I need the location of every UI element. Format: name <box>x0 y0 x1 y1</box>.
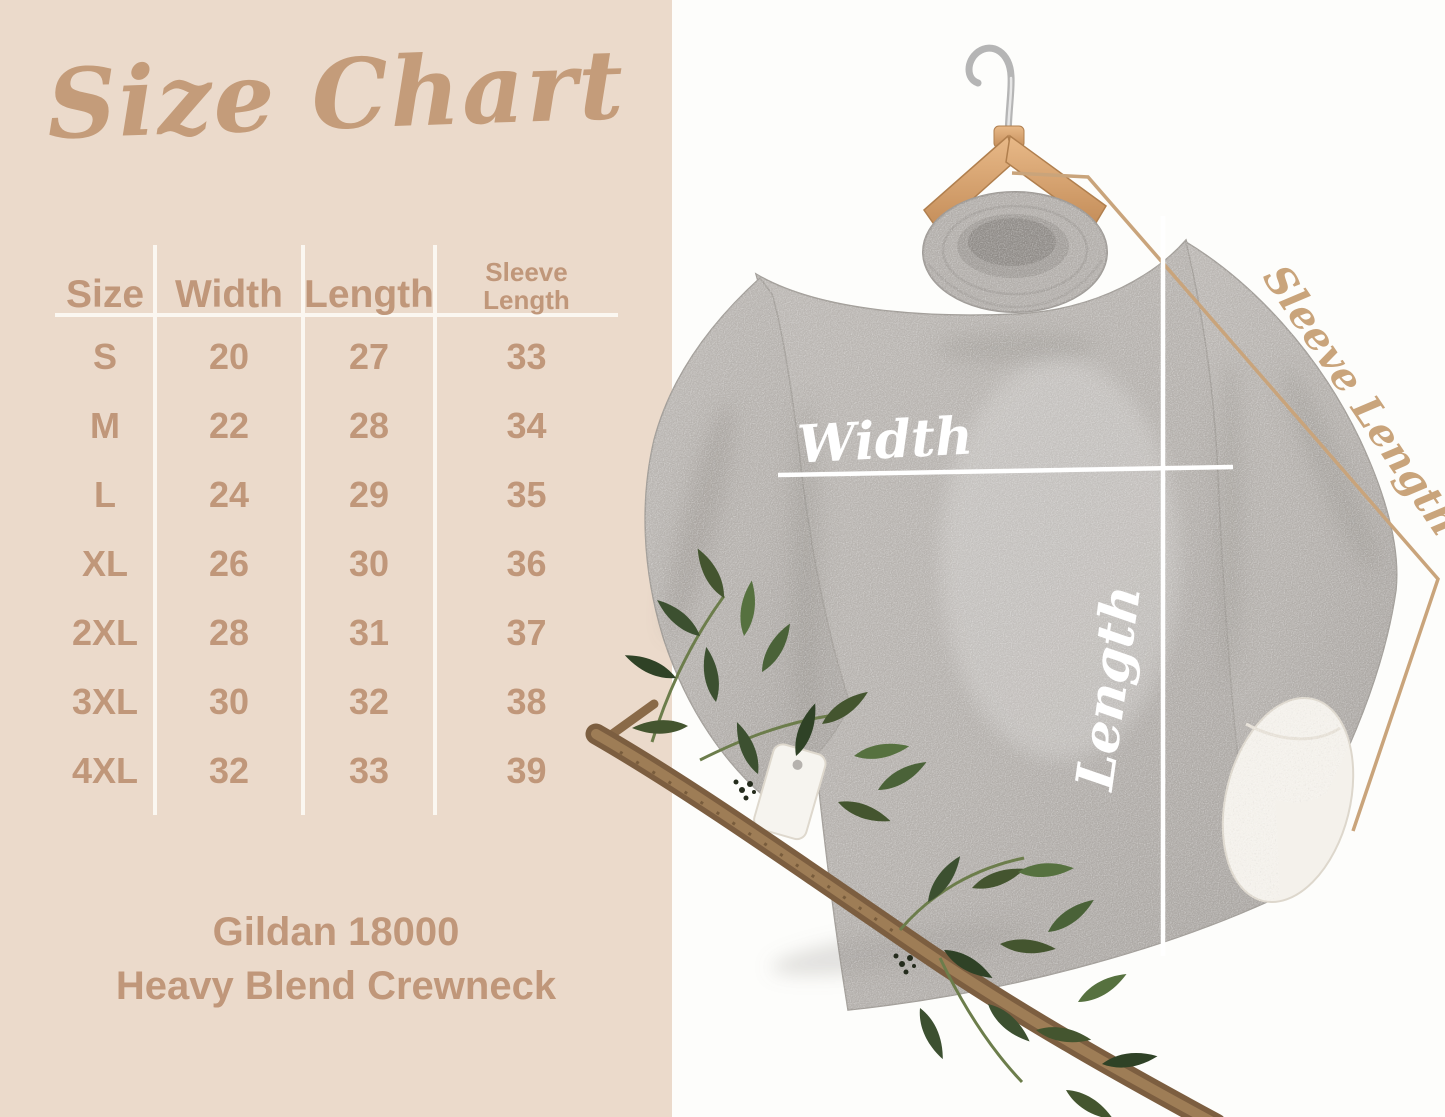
table-row: 2XL 28 31 37 <box>55 598 618 667</box>
size-cell: 2XL <box>71 611 139 653</box>
product-name: Gildan 18000 Heavy Blend Crewneck <box>0 905 672 1013</box>
width-cell: 32 <box>208 749 250 791</box>
table-row: 3XL 30 32 38 <box>55 667 618 736</box>
eucalyptus-leaves <box>622 545 1159 1117</box>
table-header-row: Size Width Length Sleeve Length <box>55 240 618 322</box>
size-cell: M <box>90 404 120 446</box>
width-cell: 20 <box>208 335 250 377</box>
size-cell: 3XL <box>71 680 139 722</box>
eucalyptus-berries <box>733 779 916 975</box>
width-annotation: Width <box>777 405 1234 478</box>
width-cell: 24 <box>208 473 250 515</box>
width-cell: 30 <box>208 680 250 722</box>
length-cell: 29 <box>348 473 390 515</box>
length-cell: 30 <box>348 542 390 584</box>
size-chart-panel: Size Chart Size Width Length Sleeve Leng… <box>0 0 672 1117</box>
size-cell: S <box>92 335 117 377</box>
width-cell: 28 <box>208 611 250 653</box>
sleeve-cell: 38 <box>506 680 547 722</box>
table-column-divider <box>153 245 157 815</box>
length-cell: 28 <box>348 404 390 446</box>
column-header-size: Size <box>65 273 145 316</box>
sweatshirt <box>644 191 1398 1011</box>
width-cell: 22 <box>208 404 250 446</box>
size-cell: 4XL <box>71 749 139 791</box>
sleeve-cell: 37 <box>506 611 547 653</box>
table-row: L 24 29 35 <box>55 460 618 529</box>
sleeve-length-line <box>1011 171 1440 832</box>
column-header-sleeve-length: Sleeve Length <box>483 256 570 315</box>
table-column-divider <box>301 245 305 815</box>
width-line <box>777 464 1234 478</box>
size-table: Size Width Length Sleeve Length S 20 27 … <box>55 240 618 805</box>
sleeve-cell: 34 <box>506 404 547 446</box>
product-name-line1: Gildan 18000 <box>212 910 460 954</box>
branch <box>585 699 1224 1117</box>
length-cell: 27 <box>348 335 390 377</box>
table-header-rule <box>55 313 618 317</box>
sleeve-cell: 36 <box>506 542 547 584</box>
table-row: M 22 28 34 <box>55 391 618 460</box>
table-row: 4XL 32 33 39 <box>55 736 618 805</box>
length-cell: 33 <box>348 749 390 791</box>
sleeve-cell: 39 <box>506 749 547 791</box>
column-header-width: Width <box>175 273 283 316</box>
sleeve-cell: 33 <box>506 335 547 377</box>
table-row: XL 26 30 36 <box>55 529 618 598</box>
length-cell: 32 <box>348 680 390 722</box>
sleeve-cell: 35 <box>506 473 547 515</box>
width-label: Width <box>796 405 974 475</box>
width-cell: 26 <box>208 542 250 584</box>
column-header-length: Length <box>304 273 434 316</box>
size-cell: L <box>94 473 116 515</box>
length-cell: 31 <box>348 611 390 653</box>
product-name-line2: Heavy Blend Crewneck <box>115 964 557 1008</box>
table-column-divider <box>433 245 437 815</box>
table-row: S 20 27 33 <box>55 322 618 391</box>
size-cell: XL <box>81 542 128 584</box>
